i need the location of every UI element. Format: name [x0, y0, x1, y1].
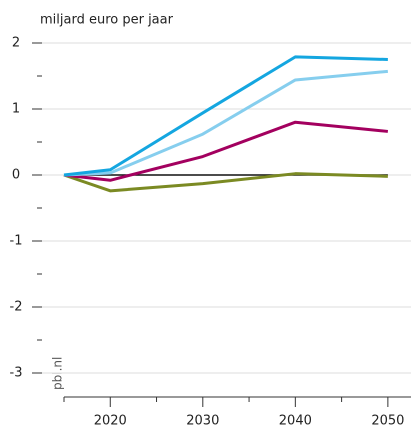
y-tick-label: -2	[10, 300, 23, 315]
series-line	[63, 120, 389, 182]
y-tick-label: -1	[10, 234, 23, 249]
y-tick-label: 0	[12, 168, 20, 183]
x-tick-label: 2050	[371, 414, 404, 429]
y-tick-label: -3	[10, 366, 23, 381]
series-line	[63, 172, 388, 193]
x-tick-label: 2020	[94, 414, 127, 429]
axis-title: miljard euro per jaar	[40, 13, 174, 28]
y-tick-label: 1	[12, 102, 20, 117]
series-line	[63, 69, 389, 177]
x-tick-label: 2030	[186, 414, 219, 429]
x-tick-label: 2040	[279, 414, 312, 429]
y-tick-label: 2	[12, 36, 20, 51]
series-line	[63, 55, 388, 177]
